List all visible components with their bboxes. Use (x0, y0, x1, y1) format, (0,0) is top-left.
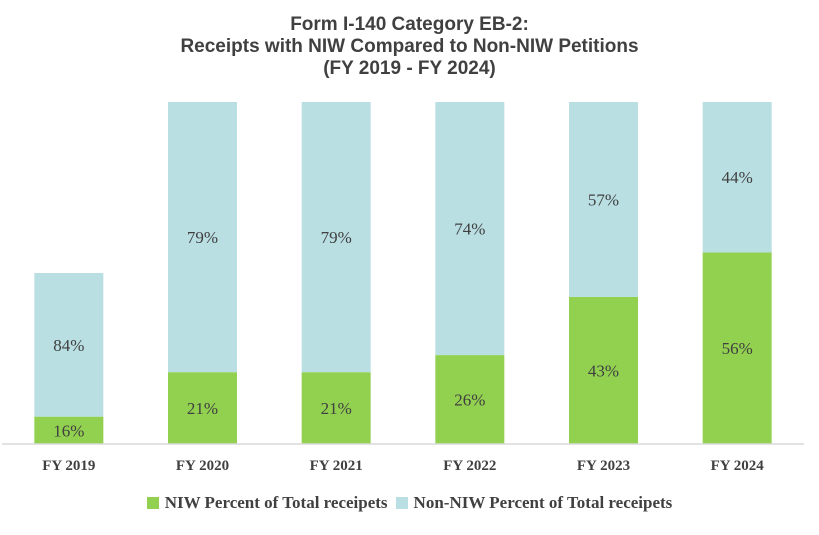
data-label-non-niw: 84% (53, 336, 84, 355)
bars-group: 16% 84% 21% 79% 21% 79% 26% 74% 43% 57% 56% 44% (34, 102, 772, 444)
legend-swatch-niw (146, 497, 159, 509)
legend-label-niw: NIW Percent of Total receipets (164, 493, 388, 512)
bar-segment-non-niw (702, 102, 772, 253)
data-label-niw: 56% (722, 339, 753, 358)
data-label-niw: 43% (588, 361, 619, 380)
legend: NIW Percent of Total receipets Non-NIW P… (0, 493, 819, 513)
data-label-niw: 21% (321, 399, 352, 418)
data-label-niw: 21% (187, 399, 218, 418)
x-tick-label: FY 2022 (443, 458, 496, 474)
bar-segment-niw (702, 252, 772, 444)
bar-segment-non-niw (34, 273, 104, 417)
legend-item-niw: NIW Percent of Total receipets (146, 493, 388, 513)
bar-segment-non-niw (301, 102, 371, 373)
bar-segment-niw (435, 355, 505, 444)
x-tick-label: FY 2024 (711, 458, 765, 474)
data-label-non-niw: 44% (722, 168, 753, 187)
bar-segment-non-niw (168, 102, 237, 373)
legend-item-non-niw: Non-NIW Percent of Total receipets (395, 493, 673, 513)
data-label-non-niw: 79% (321, 228, 352, 247)
data-label-non-niw: 79% (187, 228, 218, 247)
bar-segment-niw (34, 416, 104, 444)
x-tick-label: FY 2021 (310, 458, 363, 474)
bar-segment-niw (569, 296, 638, 444)
bar-segment-niw (168, 372, 237, 444)
x-tick-labels: FY 2019 FY 2020 FY 2021 FY 2022 FY 2023 FY 20… (42, 458, 764, 474)
chart-title-line-3: (FY 2019 - FY 2024) (323, 58, 496, 79)
chart-title-line-2: Receipts with NIW Compared to Non-NIW Pe… (180, 36, 639, 57)
bar-segment-non-niw (435, 102, 505, 356)
x-tick-label: FY 2020 (176, 458, 229, 474)
data-label-non-niw: 74% (454, 220, 485, 239)
bar-segment-non-niw (569, 102, 638, 297)
data-label-niw: 26% (454, 391, 485, 410)
x-tick-label: FY 2023 (577, 458, 630, 474)
legend-swatch-non-niw (395, 497, 408, 509)
data-label-niw: 16% (53, 421, 84, 440)
data-label-non-niw: 57% (588, 190, 619, 209)
chart-title-line-1: Form I-140 Category EB-2: (290, 14, 529, 35)
bar-segment-niw (301, 372, 371, 444)
chart-title: Form I-140 Category EB-2: Receipts with … (0, 14, 819, 80)
legend-label-non-niw: Non-NIW Percent of Total receipets (413, 493, 673, 512)
x-tick-label: FY 2019 (42, 458, 95, 474)
